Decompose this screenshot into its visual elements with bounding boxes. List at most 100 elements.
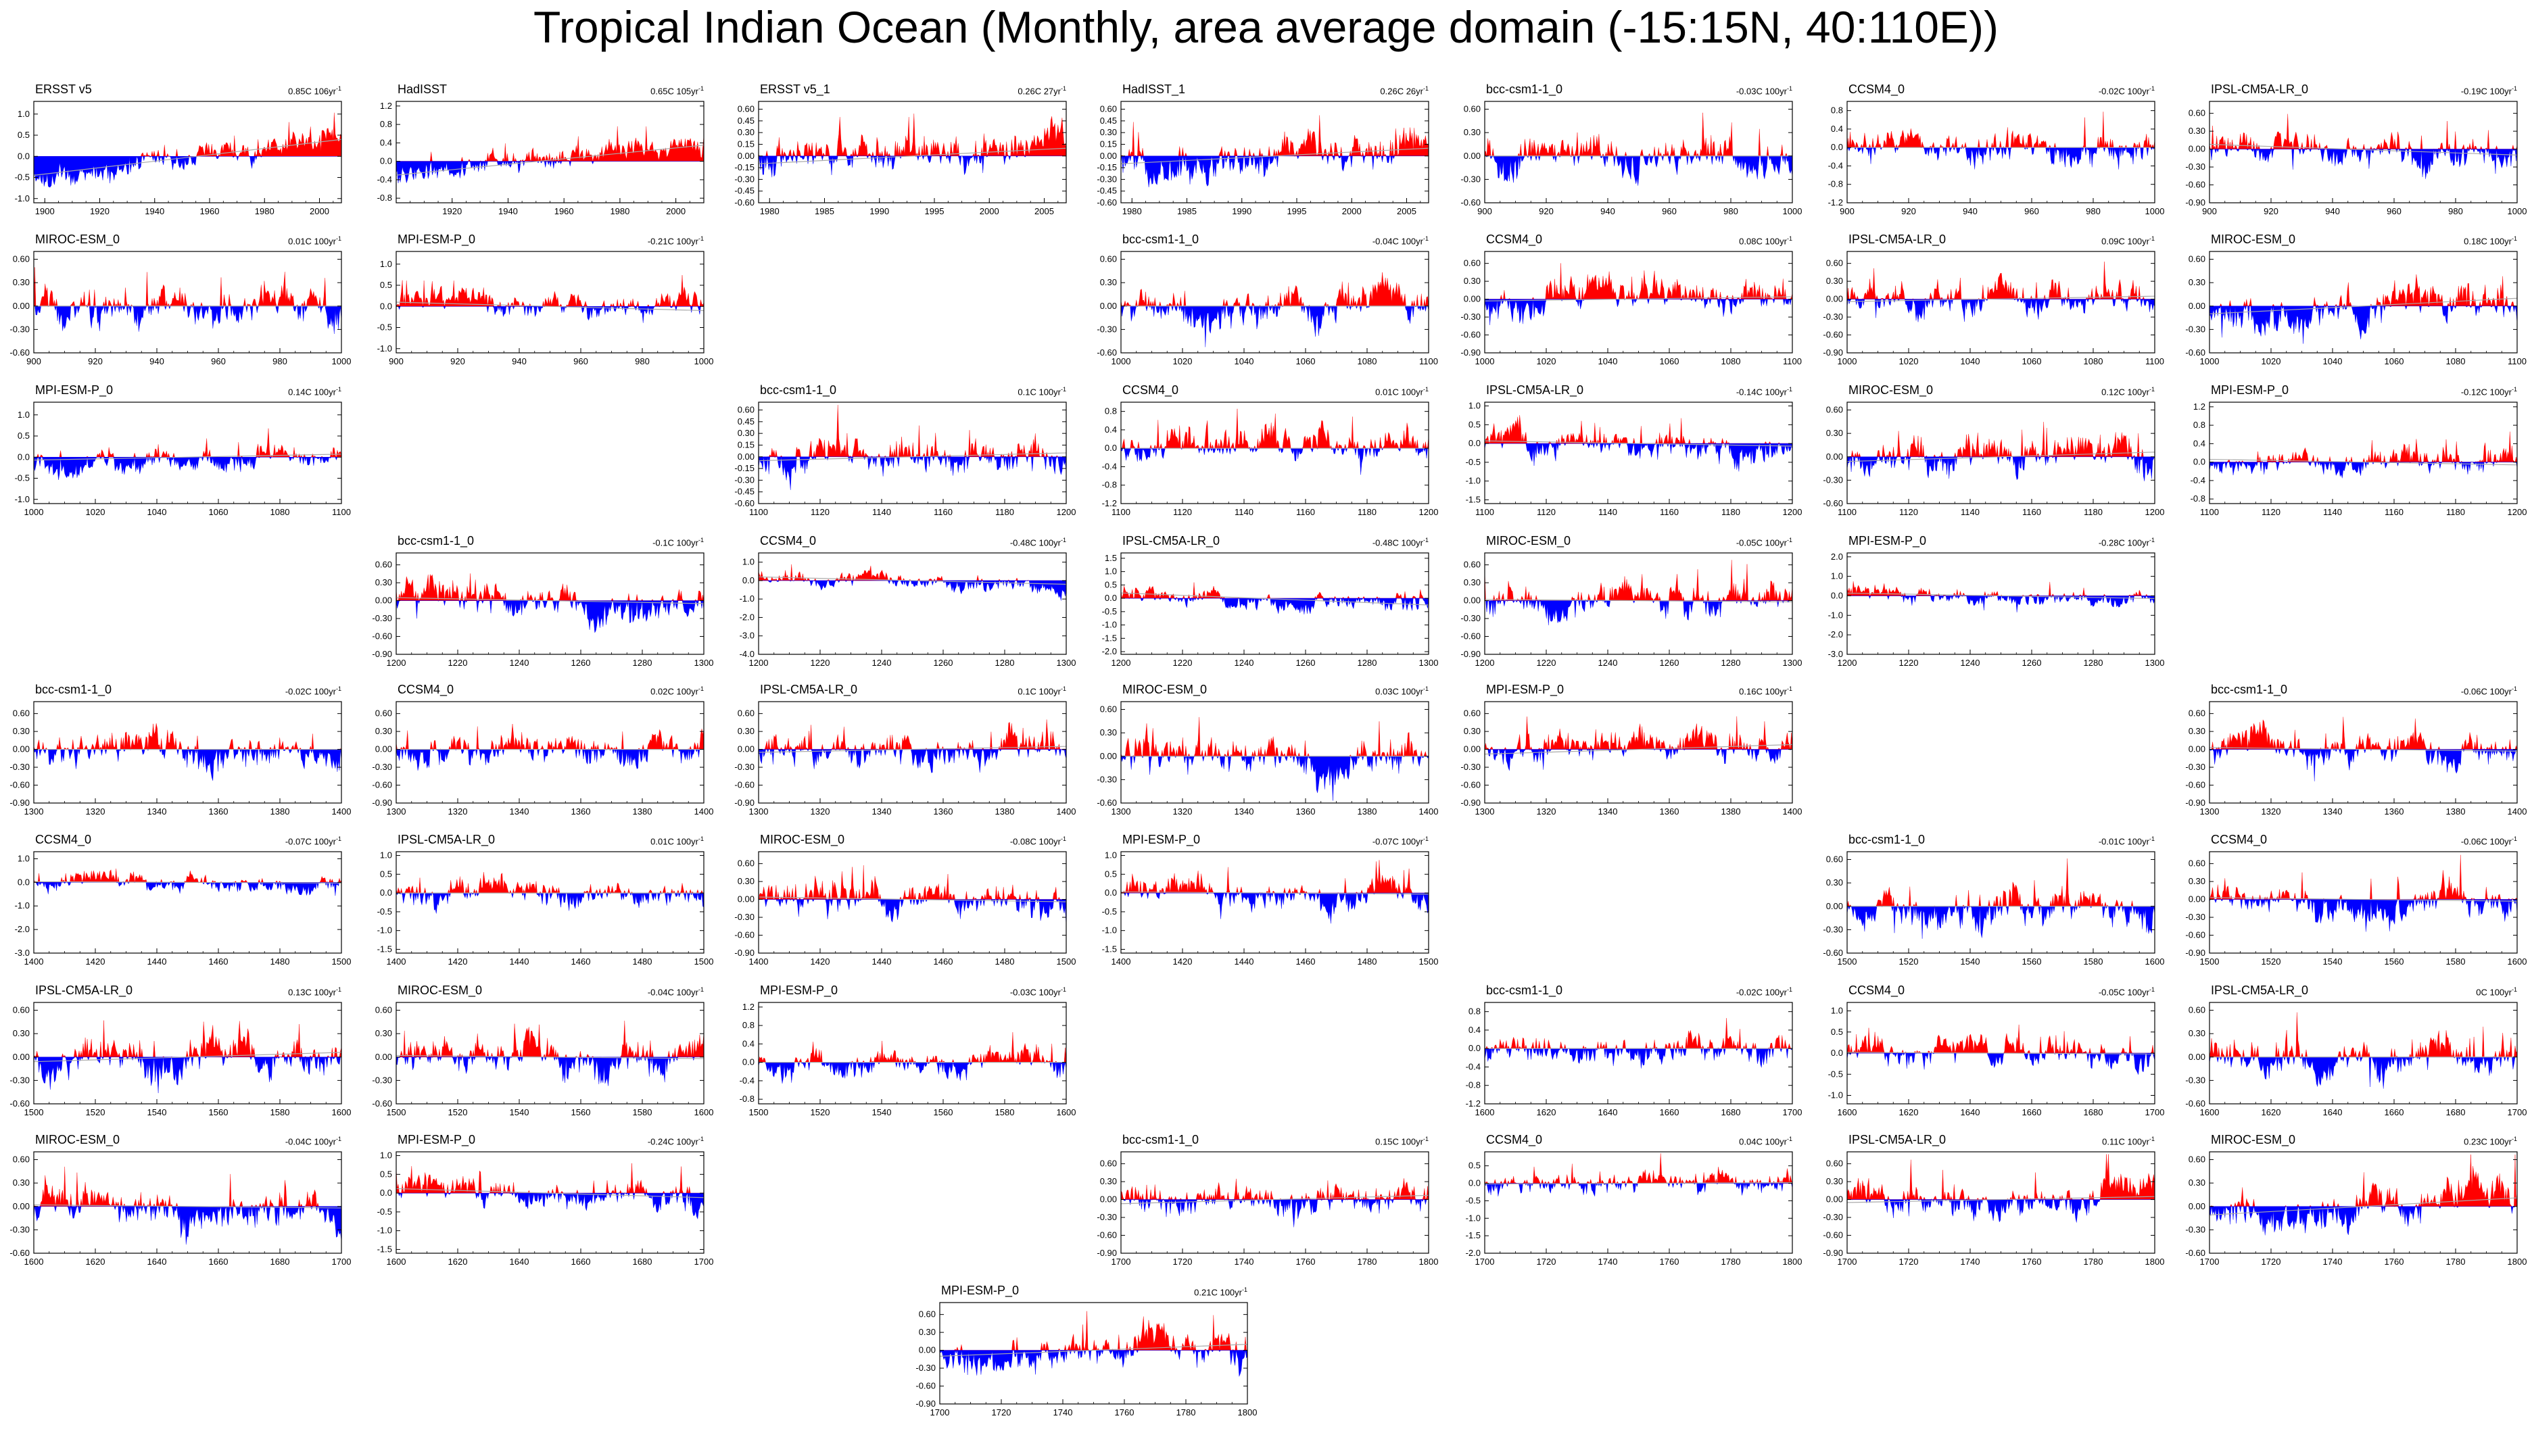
y-tick-label: 0.30 bbox=[1826, 428, 1843, 438]
trend-value: -0.02C 100yr bbox=[285, 686, 336, 697]
y-tick-label: 1.5 bbox=[1105, 553, 1117, 563]
y-tick-label: -0.8 bbox=[1466, 1080, 1481, 1090]
y-tick-label: 0.0 bbox=[1105, 888, 1117, 898]
positive-anomaly-area bbox=[2209, 431, 2518, 463]
panel-trend-label: 0.1C 100yr-1 bbox=[1018, 685, 1066, 696]
trend-value: -0.02C 100yr bbox=[1736, 987, 1787, 998]
positive-anomaly-area bbox=[396, 872, 704, 894]
y-tick-label: 0.5 bbox=[380, 280, 392, 290]
trend-unit-exponent: -1 bbox=[1060, 85, 1066, 92]
positive-anomaly-area bbox=[1485, 263, 1793, 300]
panel-trend-label: -0.07C 100yr-1 bbox=[285, 835, 341, 846]
trend-value: 0.1C 100yr bbox=[1018, 387, 1061, 397]
trend-value: 0.02C 100yr bbox=[650, 686, 698, 697]
x-tick-label: 1740 bbox=[1961, 1257, 1980, 1267]
chart-panel: 0.60 0.30 0.00 -0.30 -0.60 1500 1520 1540 1560 15… bbox=[1817, 833, 2164, 975]
trend-unit-exponent: -1 bbox=[2511, 835, 2517, 842]
y-tick-label: 0.0 bbox=[742, 575, 755, 585]
x-tick-label: 1220 bbox=[448, 658, 468, 668]
x-tick-label: 1000 bbox=[694, 356, 714, 366]
x-tick-label: 1020 bbox=[1173, 356, 1193, 366]
x-tick-label: 1160 bbox=[2385, 507, 2404, 517]
x-tick-label: 960 bbox=[211, 356, 226, 366]
x-tick-label: 1985 bbox=[1177, 206, 1197, 216]
negative-anomaly-area bbox=[1846, 1052, 2155, 1075]
trend-unit-exponent: -1 bbox=[2511, 85, 2517, 92]
x-tick-label: 1620 bbox=[1537, 1107, 1556, 1117]
x-tick-label: 1520 bbox=[448, 1107, 468, 1117]
x-tick-label: 1020 bbox=[2262, 356, 2281, 366]
panel-trend-label: 0.04C 100yr-1 bbox=[1739, 1136, 1792, 1146]
x-tick-label: 920 bbox=[88, 356, 103, 366]
chart-panel: 0.60 0.45 0.30 0.15 0.00 -0.15 -0.30 -0.45 -0.60… bbox=[1091, 82, 1429, 224]
trend-line bbox=[396, 145, 704, 176]
y-tick-label: 0.45 bbox=[738, 416, 755, 427]
y-tick-label: 0.00 bbox=[13, 1201, 30, 1211]
x-tick-label: 1660 bbox=[2385, 1107, 2404, 1117]
y-tick-label: -0.30 bbox=[372, 613, 392, 623]
y-tick-label: -0.60 bbox=[734, 930, 755, 940]
x-tick-label: 1600 bbox=[2508, 956, 2527, 967]
trend-line bbox=[1846, 592, 2155, 600]
y-tick-label: -0.60 bbox=[1823, 1230, 1843, 1240]
x-tick-label: 1120 bbox=[1537, 507, 1556, 517]
chart-panel: 2.0 1.0 0.0 -1.0 -2.0 -3.0 1200 1220 1240 1260 128… bbox=[1817, 534, 2165, 676]
y-tick-label: 1.0 bbox=[1105, 850, 1117, 860]
x-tick-label: 1040 bbox=[1235, 356, 1254, 366]
panel-title: IPSL-CM5A-LR_0 bbox=[760, 683, 858, 696]
y-tick-label: -0.8 bbox=[2191, 493, 2205, 504]
y-tick-label: 0.60 bbox=[2189, 858, 2205, 869]
panel-title: IPSL-CM5A-LR_0 bbox=[398, 833, 496, 846]
x-tick-label: 1920 bbox=[442, 206, 462, 216]
trend-line bbox=[33, 881, 342, 883]
x-tick-label: 1200 bbox=[387, 658, 406, 668]
chart-panel: 0.60 0.30 0.00 -0.30 -0.60 -0.90 1700 1720 1740 1… bbox=[1091, 1133, 1438, 1275]
trend-value: -0.06C 100yr bbox=[2460, 686, 2512, 697]
chart-panel: 0.60 0.30 0.00 -0.30 -0.60 1600 1620 1640 1660 16… bbox=[3, 1133, 351, 1275]
x-tick-label: 940 bbox=[2325, 206, 2340, 216]
y-tick-label: 0.30 bbox=[1100, 1176, 1117, 1186]
x-tick-label: 1460 bbox=[1296, 956, 1316, 967]
negative-anomaly-area bbox=[33, 456, 341, 480]
panel-title: MIROC-ESM_0 bbox=[2211, 233, 2296, 246]
chart-panel: 0.60 0.30 0.00 -0.30 -0.60 -0.90 1300 1320 1340 1… bbox=[1454, 683, 1802, 825]
x-tick-label: 1520 bbox=[86, 1107, 105, 1117]
y-tick-label: -0.30 bbox=[9, 1224, 30, 1234]
y-tick-label: -0.60 bbox=[1097, 798, 1117, 808]
trend-unit-exponent: -1 bbox=[2149, 986, 2155, 993]
trend-unit-exponent: -1 bbox=[1423, 235, 1429, 242]
x-tick-label: 1360 bbox=[209, 806, 229, 817]
x-tick-label: 1340 bbox=[2323, 806, 2343, 817]
x-tick-label: 1600 bbox=[2145, 956, 2165, 967]
y-tick-label: -0.60 bbox=[734, 780, 755, 790]
trend-line bbox=[1846, 1196, 2155, 1203]
chart-panel: 0.8 0.4 0.0 -0.4 -0.8 -1.2 1100 1120 1140 1160 118… bbox=[1091, 383, 1439, 525]
panel-title: CCSM4_0 bbox=[1848, 82, 1905, 96]
chart-panel: 0.60 0.45 0.30 0.15 0.00 -0.15 -0.30 -0.45 -0.60… bbox=[728, 383, 1076, 525]
negative-anomaly-area bbox=[34, 881, 341, 896]
x-tick-label: 1580 bbox=[270, 1107, 290, 1117]
trend-value: 0.01C 100yr bbox=[650, 836, 698, 847]
x-tick-label: 1360 bbox=[2385, 806, 2404, 817]
x-tick-label: 1280 bbox=[2084, 658, 2103, 668]
panel-title: MPI-ESM-P_0 bbox=[1122, 833, 1201, 846]
x-tick-label: 1240 bbox=[1961, 658, 1980, 668]
y-tick-label: -0.60 bbox=[1823, 498, 1843, 508]
y-tick-label: 0.5 bbox=[1105, 579, 1117, 589]
x-tick-label: 1300 bbox=[749, 806, 769, 817]
y-tick-label: 0.30 bbox=[2189, 277, 2205, 287]
x-tick-label: 1320 bbox=[1173, 806, 1193, 817]
x-tick-label: 940 bbox=[149, 356, 164, 366]
negative-anomaly-area bbox=[1484, 298, 1792, 325]
y-tick-label: 1.0 bbox=[1468, 401, 1481, 411]
panel-title: CCSM4_0 bbox=[1486, 233, 1543, 246]
trend-value: 0.12C 100yr bbox=[2101, 387, 2149, 397]
y-tick-label: -1.0 bbox=[1102, 925, 1117, 936]
x-tick-label: 1780 bbox=[1358, 1257, 1377, 1267]
x-tick-label: 920 bbox=[1901, 206, 1916, 216]
chart-svg: 0.60 0.450.30 0.15 0.00-0.15 -0.30 -0.45-0.60… bbox=[734, 101, 1067, 216]
